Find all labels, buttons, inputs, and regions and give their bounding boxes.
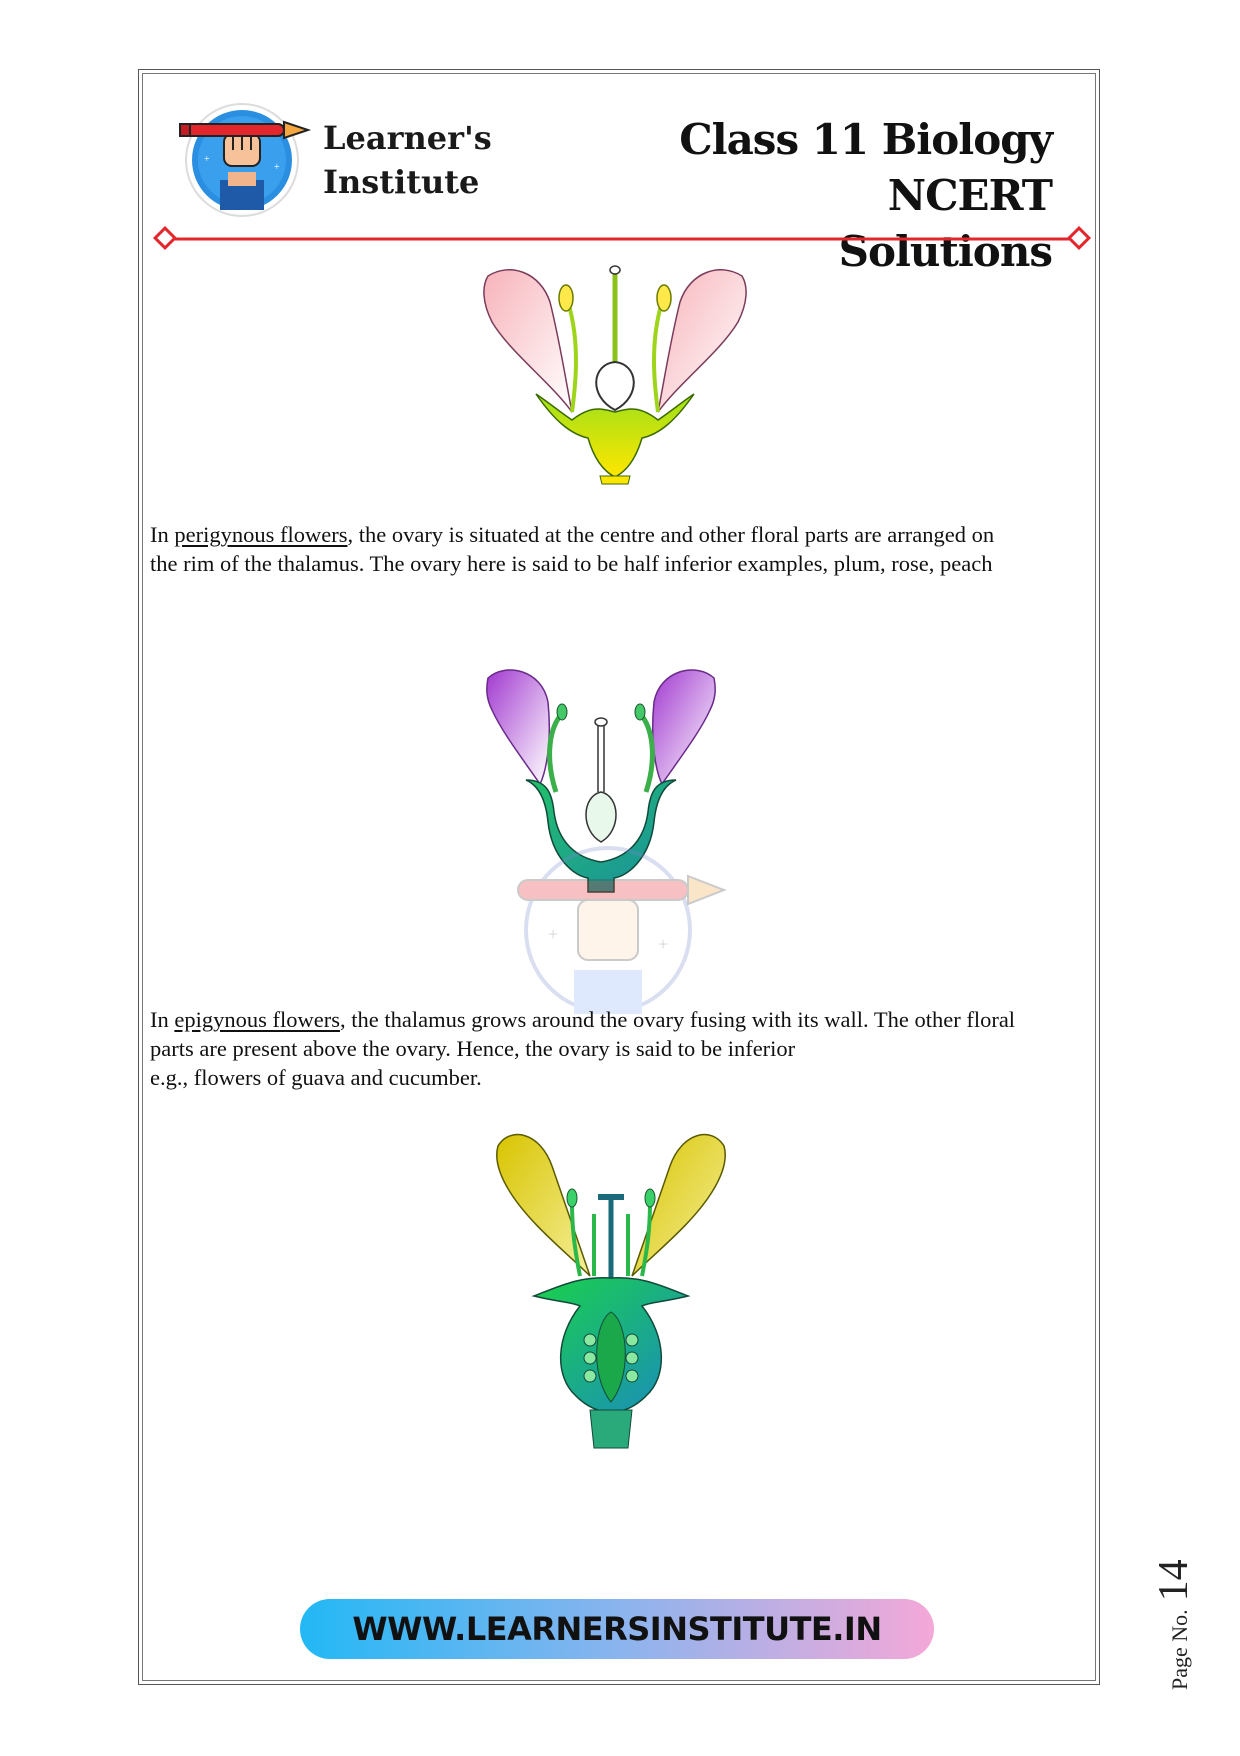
website-url[interactable]: WWW.LEARNERSINSTITUTE.IN (352, 1610, 882, 1648)
p1-prefix: In (150, 522, 175, 547)
p1-line1-rest: , the ovary is situated at the centre an… (347, 522, 995, 547)
lower-flower-diagram (496, 1133, 726, 1449)
brand-line-2: Institute (323, 163, 480, 201)
perigynous-term: perigynous flowers (174, 522, 348, 547)
title-line-1: Class 11 Biology NCERT (679, 115, 1053, 220)
page-label: Page No. (1167, 1609, 1192, 1690)
page-border (138, 69, 1100, 1685)
p2-line3: e.g., flowers of guava and cucumber. (150, 1065, 482, 1090)
epigynous-term: epigynous flowers (174, 1007, 340, 1032)
perigynous-paragraph: In perigynous flowers, the ovary is situ… (150, 520, 1090, 578)
brand-name: Learner's Institute (323, 116, 492, 204)
epigynous-flower-diagram (486, 669, 716, 893)
svg-text:+: + (274, 162, 280, 173)
website-banner[interactable]: WWW.LEARNERSINSTITUTE.IN (300, 1599, 934, 1659)
p2-line1-rest: , the thalamus grows around the ovary fu… (339, 1007, 1016, 1032)
perigynous-flower-diagram (483, 265, 747, 485)
epigynous-paragraph: In epigynous flowers, the thalamus grows… (150, 1005, 1090, 1092)
page-number-value: 14 (1151, 1559, 1197, 1602)
page-number: Page No. 14 (1150, 1559, 1198, 1690)
p2-line2: parts are present above the ovary. Hence… (150, 1036, 796, 1061)
p1-line2: the rim of the thalamus. The ovary here … (150, 551, 993, 576)
document-title: Class 11 Biology NCERT Solutions (532, 112, 1053, 280)
svg-text:+: + (204, 154, 210, 165)
watermark-logo: + + (517, 846, 727, 1014)
svg-text:+: + (548, 924, 558, 944)
svg-text:+: + (658, 934, 668, 954)
learners-institute-logo: + + (179, 103, 312, 217)
title-line-2: Solutions (838, 227, 1053, 276)
header-divider (152, 226, 1092, 251)
brand-line-1: Learner's (323, 119, 492, 157)
p2-prefix: In (150, 1007, 175, 1032)
